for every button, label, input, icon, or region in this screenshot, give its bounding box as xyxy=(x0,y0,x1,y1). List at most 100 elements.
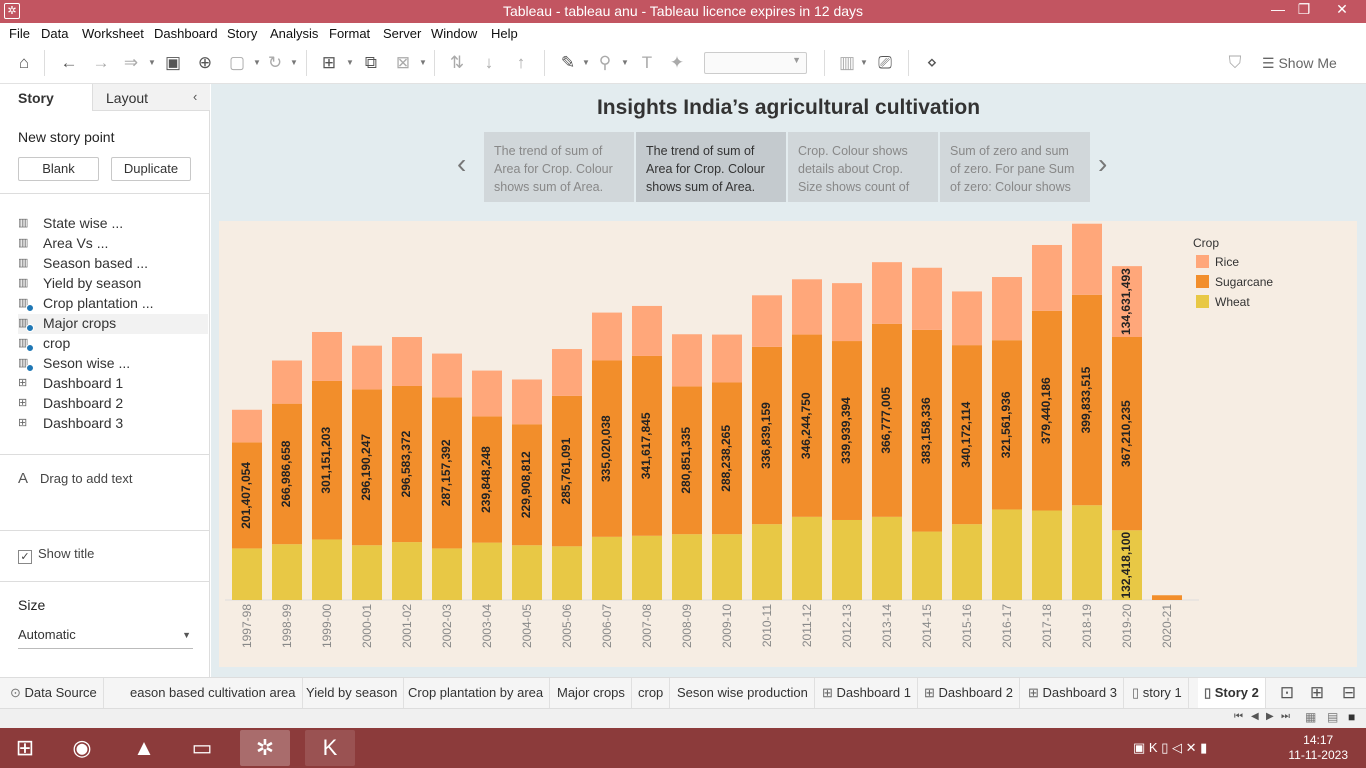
show-cards-icon[interactable]: ▥ xyxy=(838,53,856,72)
menu-dashboard[interactable]: Dashboard xyxy=(154,26,218,41)
tab-major-crops[interactable]: Major crops xyxy=(551,678,632,709)
sidebar-sheet-item[interactable]: ▥ crop xyxy=(18,334,208,354)
windows-start-icon[interactable]: ⊞ xyxy=(15,735,35,760)
sheet-sorter-icon[interactable]: ■ xyxy=(1348,710,1356,724)
duplicate-button[interactable]: Duplicate xyxy=(111,157,191,181)
sidebar-sheet-item[interactable]: ⊞ Dashboard 1 xyxy=(18,374,208,394)
group-dropdown-icon[interactable]: ▼ xyxy=(621,58,629,67)
volume-icon[interactable]: ◁ xyxy=(1171,740,1186,755)
drag-to-add-text[interactable]: A Drag to add text xyxy=(18,470,133,487)
sidebar-sheet-item[interactable]: ▥ Seson wise ... xyxy=(18,354,208,374)
show-filmstrip-icon[interactable]: ▦ xyxy=(1305,710,1317,724)
tableau-taskbar-icon[interactable]: ✲ xyxy=(240,730,290,766)
next-sheet-icon[interactable]: ▶ xyxy=(1266,711,1274,722)
tab-dashboard-3[interactable]: ⊞ Dashboard 3 xyxy=(1022,678,1124,709)
previous-sheet-icon[interactable]: ◀ xyxy=(1251,711,1259,722)
save-icon[interactable]: ▣ xyxy=(164,53,182,72)
new-worksheet-icon[interactable]: ⊞ xyxy=(321,53,337,72)
menu-server[interactable]: Server xyxy=(383,26,422,41)
minimize-button[interactable]: — xyxy=(1271,1,1285,17)
menu-analysis[interactable]: Analysis xyxy=(270,26,319,41)
highlight-icon[interactable]: ✎ xyxy=(560,53,576,72)
menu-file[interactable]: File xyxy=(9,26,30,41)
blank-button[interactable]: Blank xyxy=(18,157,99,181)
file-explorer-icon[interactable]: ▭ xyxy=(191,735,213,760)
new-data-source-icon[interactable]: ⊕ xyxy=(197,53,213,72)
menu-story[interactable]: Story xyxy=(227,26,258,41)
signal-icon[interactable]: ▮ xyxy=(1200,740,1208,755)
tab-data-source[interactable]: ⊙ Data Source xyxy=(4,678,104,709)
share-icon[interactable]: ⋄ xyxy=(926,53,938,72)
group-icon[interactable]: ⚲ xyxy=(598,53,612,72)
redo-icon[interactable]: → xyxy=(92,53,110,72)
next-story-point-arrow[interactable]: › xyxy=(1098,148,1108,179)
tab-dashboard-1[interactable]: ⊞ Dashboard 1 xyxy=(816,678,918,709)
show-tabs-icon[interactable]: ▤ xyxy=(1327,710,1339,724)
swap-axes-icon[interactable]: ⇅ xyxy=(449,53,465,72)
pin-icon[interactable]: ✦ xyxy=(669,53,685,72)
sidebar-sheet-item[interactable]: ▥ Crop plantation ... xyxy=(18,294,208,314)
close-button[interactable]: ✕ xyxy=(1336,1,1348,17)
refresh-icon[interactable]: ↻ xyxy=(267,53,283,72)
menu-format[interactable]: Format xyxy=(329,26,371,41)
network-icon[interactable]: ✕ xyxy=(1185,740,1201,755)
new-worksheet-dropdown-icon[interactable]: ▼ xyxy=(346,58,354,67)
duplicate-sheet-icon[interactable]: ⧉ xyxy=(364,53,378,72)
show-me-button[interactable]: ☰ Show Me xyxy=(1262,55,1337,71)
refresh-dropdown-icon[interactable]: ▼ xyxy=(290,58,298,67)
pause-dropdown-icon[interactable]: ▼ xyxy=(253,58,261,67)
highlight-dropdown-icon[interactable]: ▼ xyxy=(582,58,590,67)
new-worksheet-tab-icon[interactable]: ⊡ xyxy=(1279,683,1295,702)
story-point-4[interactable]: Sum of zero and sum of zero. For pane Su… xyxy=(940,132,1090,202)
menu-worksheet[interactable]: Worksheet xyxy=(82,26,144,41)
battery-icon[interactable]: ▯ xyxy=(1161,740,1172,755)
pause-updates-icon[interactable]: ▢ xyxy=(228,53,246,72)
story-point-2[interactable]: The trend of sum of Area for Crop. Colou… xyxy=(636,132,786,202)
menu-window[interactable]: Window xyxy=(431,26,478,41)
replay-dropdown-icon[interactable]: ▼ xyxy=(148,58,156,67)
tab-crop-plantation-by-area[interactable]: Crop plantation by area xyxy=(402,678,551,709)
size-select[interactable]: Automatic ▼ xyxy=(18,627,193,649)
sidebar-sheet-item[interactable]: ⊞ Dashboard 3 xyxy=(18,414,208,434)
sort-descending-icon[interactable]: ↑ xyxy=(516,53,526,72)
restore-button[interactable]: ❐ xyxy=(1297,1,1311,17)
home-icon[interactable]: ⌂ xyxy=(18,53,30,72)
tab-dashboard-2[interactable]: ⊞ Dashboard 2 xyxy=(918,678,1020,709)
menu-data[interactable]: Data xyxy=(41,26,69,41)
previous-story-point-arrow[interactable]: ‹ xyxy=(457,148,467,179)
clear-dropdown-icon[interactable]: ▼ xyxy=(419,58,427,67)
sort-ascending-icon[interactable]: ↓ xyxy=(484,53,494,72)
taskbar-clock[interactable]: 14:17 11-11-2023 xyxy=(1288,733,1348,763)
presentation-mode-icon[interactable]: ⎚ xyxy=(878,53,892,72)
show-cards-dropdown-icon[interactable]: ▼ xyxy=(860,58,868,67)
tab-crop[interactable]: crop xyxy=(632,678,671,709)
k7-icon[interactable]: K xyxy=(305,730,355,766)
sidebar-sheet-item[interactable]: ▥ Area Vs ... xyxy=(18,234,208,254)
tab-layout[interactable]: Layout xyxy=(92,84,210,111)
last-sheet-icon[interactable]: ⏭ xyxy=(1281,711,1290,722)
story-point-3[interactable]: Crop. Colour shows details about Crop. S… xyxy=(788,132,938,202)
sidebar-sheet-item[interactable]: ▥ Yield by season xyxy=(18,274,208,294)
tab-yield-by-season[interactable]: Yield by season xyxy=(300,678,405,709)
new-dashboard-tab-icon[interactable]: ⊞ xyxy=(1309,683,1325,702)
tab-story-2[interactable]: ▯ Story 2 xyxy=(1198,678,1266,709)
tab-season-based-cultivation-area[interactable]: eason based cultivation area xyxy=(124,678,303,709)
tab-story[interactable]: Story xyxy=(18,90,54,106)
menu-help[interactable]: Help xyxy=(491,26,518,41)
story-point-1[interactable]: The trend of sum of Area for Crop. Colou… xyxy=(484,132,634,202)
format-painter-icon[interactable]: ⛉ xyxy=(1228,53,1242,72)
new-story-tab-icon[interactable]: ⊟ xyxy=(1341,683,1357,702)
replay-icon[interactable]: ⇒ xyxy=(123,53,139,72)
tab-story-1[interactable]: ▯ story 1 xyxy=(1126,678,1189,709)
vlc-icon[interactable]: ▲ xyxy=(133,735,155,760)
sidebar-sheet-item[interactable]: ▥ State wise ... xyxy=(18,214,208,234)
first-sheet-icon[interactable]: ⏮ xyxy=(1234,711,1243,722)
tab-seson-wise-production[interactable]: Seson wise production xyxy=(671,678,815,709)
collapse-sidebar-icon[interactable]: ‹ xyxy=(193,89,198,104)
fit-dropdown[interactable]: ▼ xyxy=(704,52,807,74)
sidebar-sheet-item[interactable]: ▥ Major crops xyxy=(18,314,208,334)
antivirus-icon[interactable]: K xyxy=(1148,740,1162,755)
show-labels-icon[interactable]: T xyxy=(641,53,653,72)
sidebar-sheet-item[interactable]: ▥ Season based ... xyxy=(18,254,208,274)
chrome-icon[interactable]: ◉ xyxy=(72,735,92,760)
